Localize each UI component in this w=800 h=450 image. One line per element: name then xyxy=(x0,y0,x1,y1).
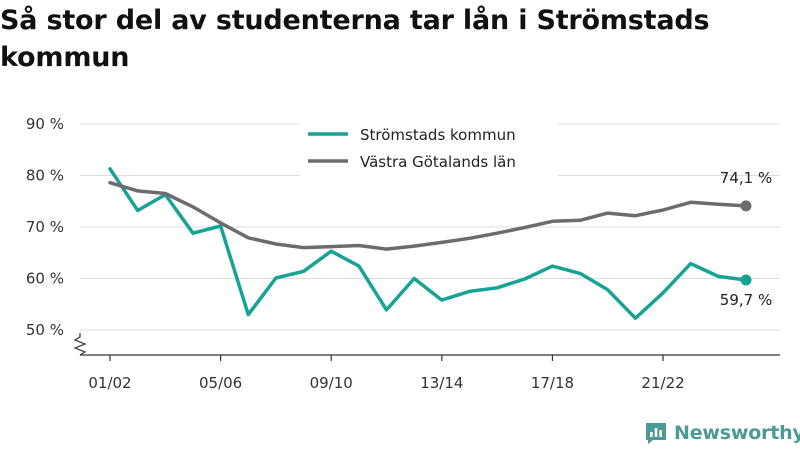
x-axis-tick-labels: 01/02 05/06 09/10 13/14 17/18 21/22 xyxy=(88,374,684,392)
axis-break-mark xyxy=(73,333,87,356)
series-end-point xyxy=(740,200,752,212)
series-lines: 59,7 % 74,1 % xyxy=(108,167,772,320)
x-tick-label: 09/10 xyxy=(310,374,353,392)
x-tick-label: 17/18 xyxy=(531,374,574,392)
legend-label: Västra Götalands län xyxy=(360,153,516,171)
series-end-label: 59,7 % xyxy=(720,291,772,309)
y-tick-label: 70 % xyxy=(26,218,64,236)
y-tick-label: 60 % xyxy=(26,270,64,288)
series-line xyxy=(108,180,748,251)
x-tick-label: 05/06 xyxy=(199,374,242,392)
brand-name: Newsworthy xyxy=(674,422,800,444)
brand-logo: Newsworthy xyxy=(644,420,800,446)
x-tick-label: 21/22 xyxy=(641,374,684,392)
y-axis-tick-labels: 50 % 60 % 70 % 80 % 90 % xyxy=(26,115,64,339)
chart-title: Så stor del av studenterna tar lån i Str… xyxy=(0,5,710,73)
y-tick-label: 50 % xyxy=(26,321,64,339)
y-tick-label: 80 % xyxy=(26,167,64,185)
x-axis xyxy=(73,333,780,361)
x-tick-label: 01/02 xyxy=(88,374,131,392)
newsworthy-logo-icon xyxy=(646,423,666,444)
y-tick-label: 90 % xyxy=(26,115,64,133)
legend-label: Strömstads kommun xyxy=(360,126,516,144)
legend-background xyxy=(300,121,558,181)
legend: Strömstads kommun Västra Götalands län xyxy=(300,121,558,181)
grid-lines xyxy=(80,123,780,331)
x-tick-label: 13/14 xyxy=(420,374,463,392)
series-end-point xyxy=(740,274,752,286)
series-line xyxy=(108,167,748,320)
series-end-label: 74,1 % xyxy=(720,169,772,187)
